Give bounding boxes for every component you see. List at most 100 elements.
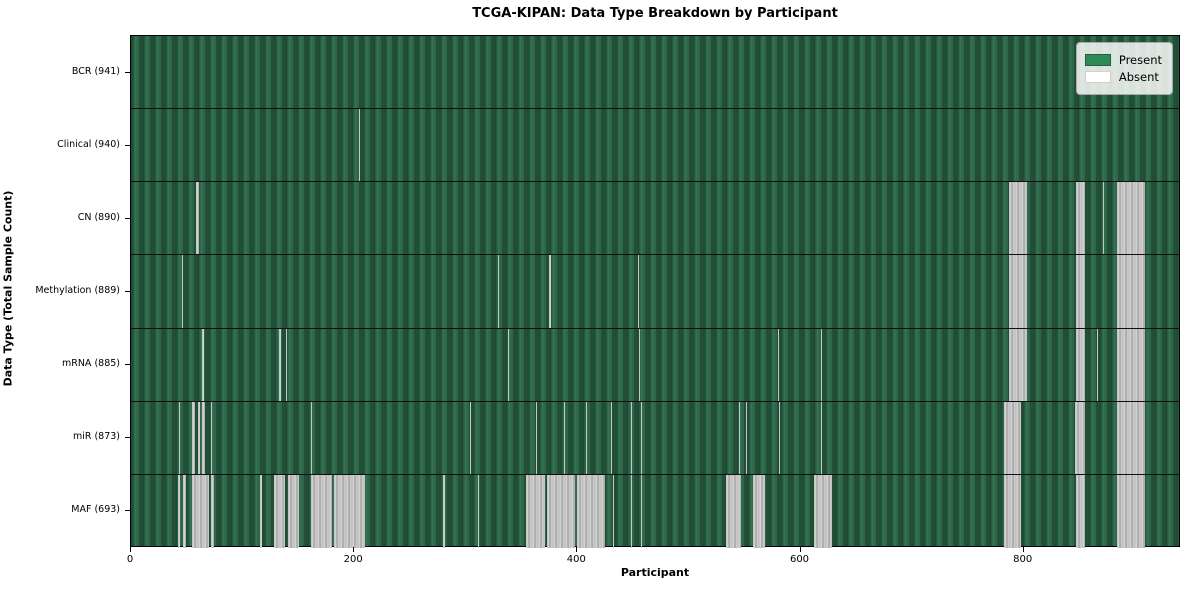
absent-stripe [1076, 255, 1086, 328]
absent-stripe [1074, 401, 1086, 474]
absent-stripe [211, 401, 213, 474]
absent-stripe [1102, 182, 1104, 255]
absent-stripe [1009, 328, 1027, 401]
y-tick [125, 71, 130, 73]
x-tick [353, 547, 355, 552]
absent-stripe [1117, 255, 1146, 328]
absent-stripe [182, 255, 184, 328]
absent-stripe [638, 328, 640, 401]
legend-label-absent: Absent [1118, 70, 1159, 84]
heatmap-row-Methylation [131, 255, 1179, 329]
absent-stripe [1003, 401, 1022, 474]
absent-stripe [1117, 328, 1146, 401]
absent-stripe [610, 401, 612, 474]
absent-stripe [211, 474, 214, 548]
absent-stripe [640, 401, 643, 474]
absent-stripe [549, 255, 551, 328]
absent-stripe [470, 401, 472, 474]
absent-stripe [725, 474, 742, 548]
legend-entry-present: Present [1084, 53, 1162, 67]
absent-stripe [630, 474, 632, 548]
absent-stripe [260, 474, 262, 548]
y-tick-label: Clinical (940) [57, 138, 120, 150]
x-tick [576, 547, 578, 552]
heatmap-row-Clinical [131, 109, 1179, 183]
absent-stripe [310, 474, 332, 548]
heatmap-row-mRNA [131, 328, 1179, 402]
x-tick-label: 400 [566, 554, 586, 565]
absent-stripe [1009, 182, 1027, 255]
heatmap-row-CN [131, 182, 1179, 256]
absent-stripe [547, 474, 576, 548]
x-tick-label: 0 [126, 554, 134, 565]
absent-stripe [1076, 474, 1086, 548]
absent-stripe [288, 474, 300, 548]
y-tick-label: Methylation (889) [35, 285, 120, 296]
absent-stripe [358, 109, 360, 182]
absent-stripe [637, 255, 639, 328]
absent-stripe [508, 328, 510, 401]
chart-title: TCGA-KIPAN: Data Type Breakdown by Parti… [472, 6, 838, 21]
present-swatch-icon [1084, 54, 1111, 66]
absent-stripe [536, 401, 538, 474]
absent-stripe [498, 255, 500, 328]
absent-stripe [478, 474, 480, 548]
absent-stripe [563, 401, 566, 474]
absent-stripe [192, 474, 210, 548]
legend-label-present: Present [1118, 53, 1162, 67]
absent-stripe [1117, 474, 1146, 548]
y-tick [125, 144, 130, 146]
absent-stripe [820, 328, 822, 401]
absent-stripe [526, 474, 545, 548]
y-tick [125, 437, 130, 439]
absent-stripe [1117, 401, 1146, 474]
y-tick [125, 291, 130, 292]
absent-stripe [1117, 182, 1146, 255]
absent-stripe [279, 328, 281, 401]
absent-stripe [192, 401, 195, 474]
absent-stripe [1003, 474, 1022, 548]
x-axis-label: Participant [620, 566, 690, 579]
absent-stripe [778, 328, 780, 401]
absent-stripe [739, 401, 741, 474]
x-tick-label: 600 [789, 554, 810, 565]
legend: Present Absent [1075, 42, 1173, 95]
absent-stripe [195, 182, 200, 255]
y-tick-label: miR (873) [72, 431, 120, 443]
absent-stripe [1097, 328, 1099, 401]
absent-stripe [197, 401, 201, 474]
absent-stripe [443, 474, 445, 548]
x-tick [130, 547, 131, 552]
absent-stripe [178, 401, 181, 474]
x-tick [799, 547, 801, 552]
absent-stripe [745, 401, 747, 474]
y-tick [125, 217, 130, 219]
x-tick-label: 200 [343, 554, 363, 565]
legend-entry-absent: Absent [1084, 70, 1162, 84]
y-tick-label: BCR (941) [71, 65, 120, 77]
absent-stripe [202, 328, 204, 401]
absent-stripe [630, 401, 632, 474]
y-tick [125, 364, 130, 366]
absent-stripe [1076, 182, 1086, 255]
absent-stripe [779, 401, 781, 474]
x-tick-label: 800 [1013, 554, 1033, 565]
heatmap-row-MAF [131, 474, 1179, 548]
absent-stripe [177, 474, 181, 548]
heatmap-row-miR [131, 401, 1179, 475]
absent-stripe [586, 401, 588, 474]
y-tick [125, 510, 130, 512]
y-tick-label: mRNA (885) [61, 358, 120, 370]
absent-swatch-icon [1084, 71, 1111, 83]
absent-stripe [613, 474, 615, 548]
y-tick-label: CN (890) [77, 211, 120, 223]
absent-stripe [273, 474, 285, 548]
absent-stripe [640, 474, 643, 548]
absent-stripe [1009, 255, 1027, 328]
plot-area: Present Absent [130, 35, 1180, 548]
absent-stripe [334, 474, 366, 548]
absent-stripe [813, 474, 832, 548]
heatmap-row-BCR [131, 36, 1179, 110]
absent-stripe [752, 474, 765, 548]
